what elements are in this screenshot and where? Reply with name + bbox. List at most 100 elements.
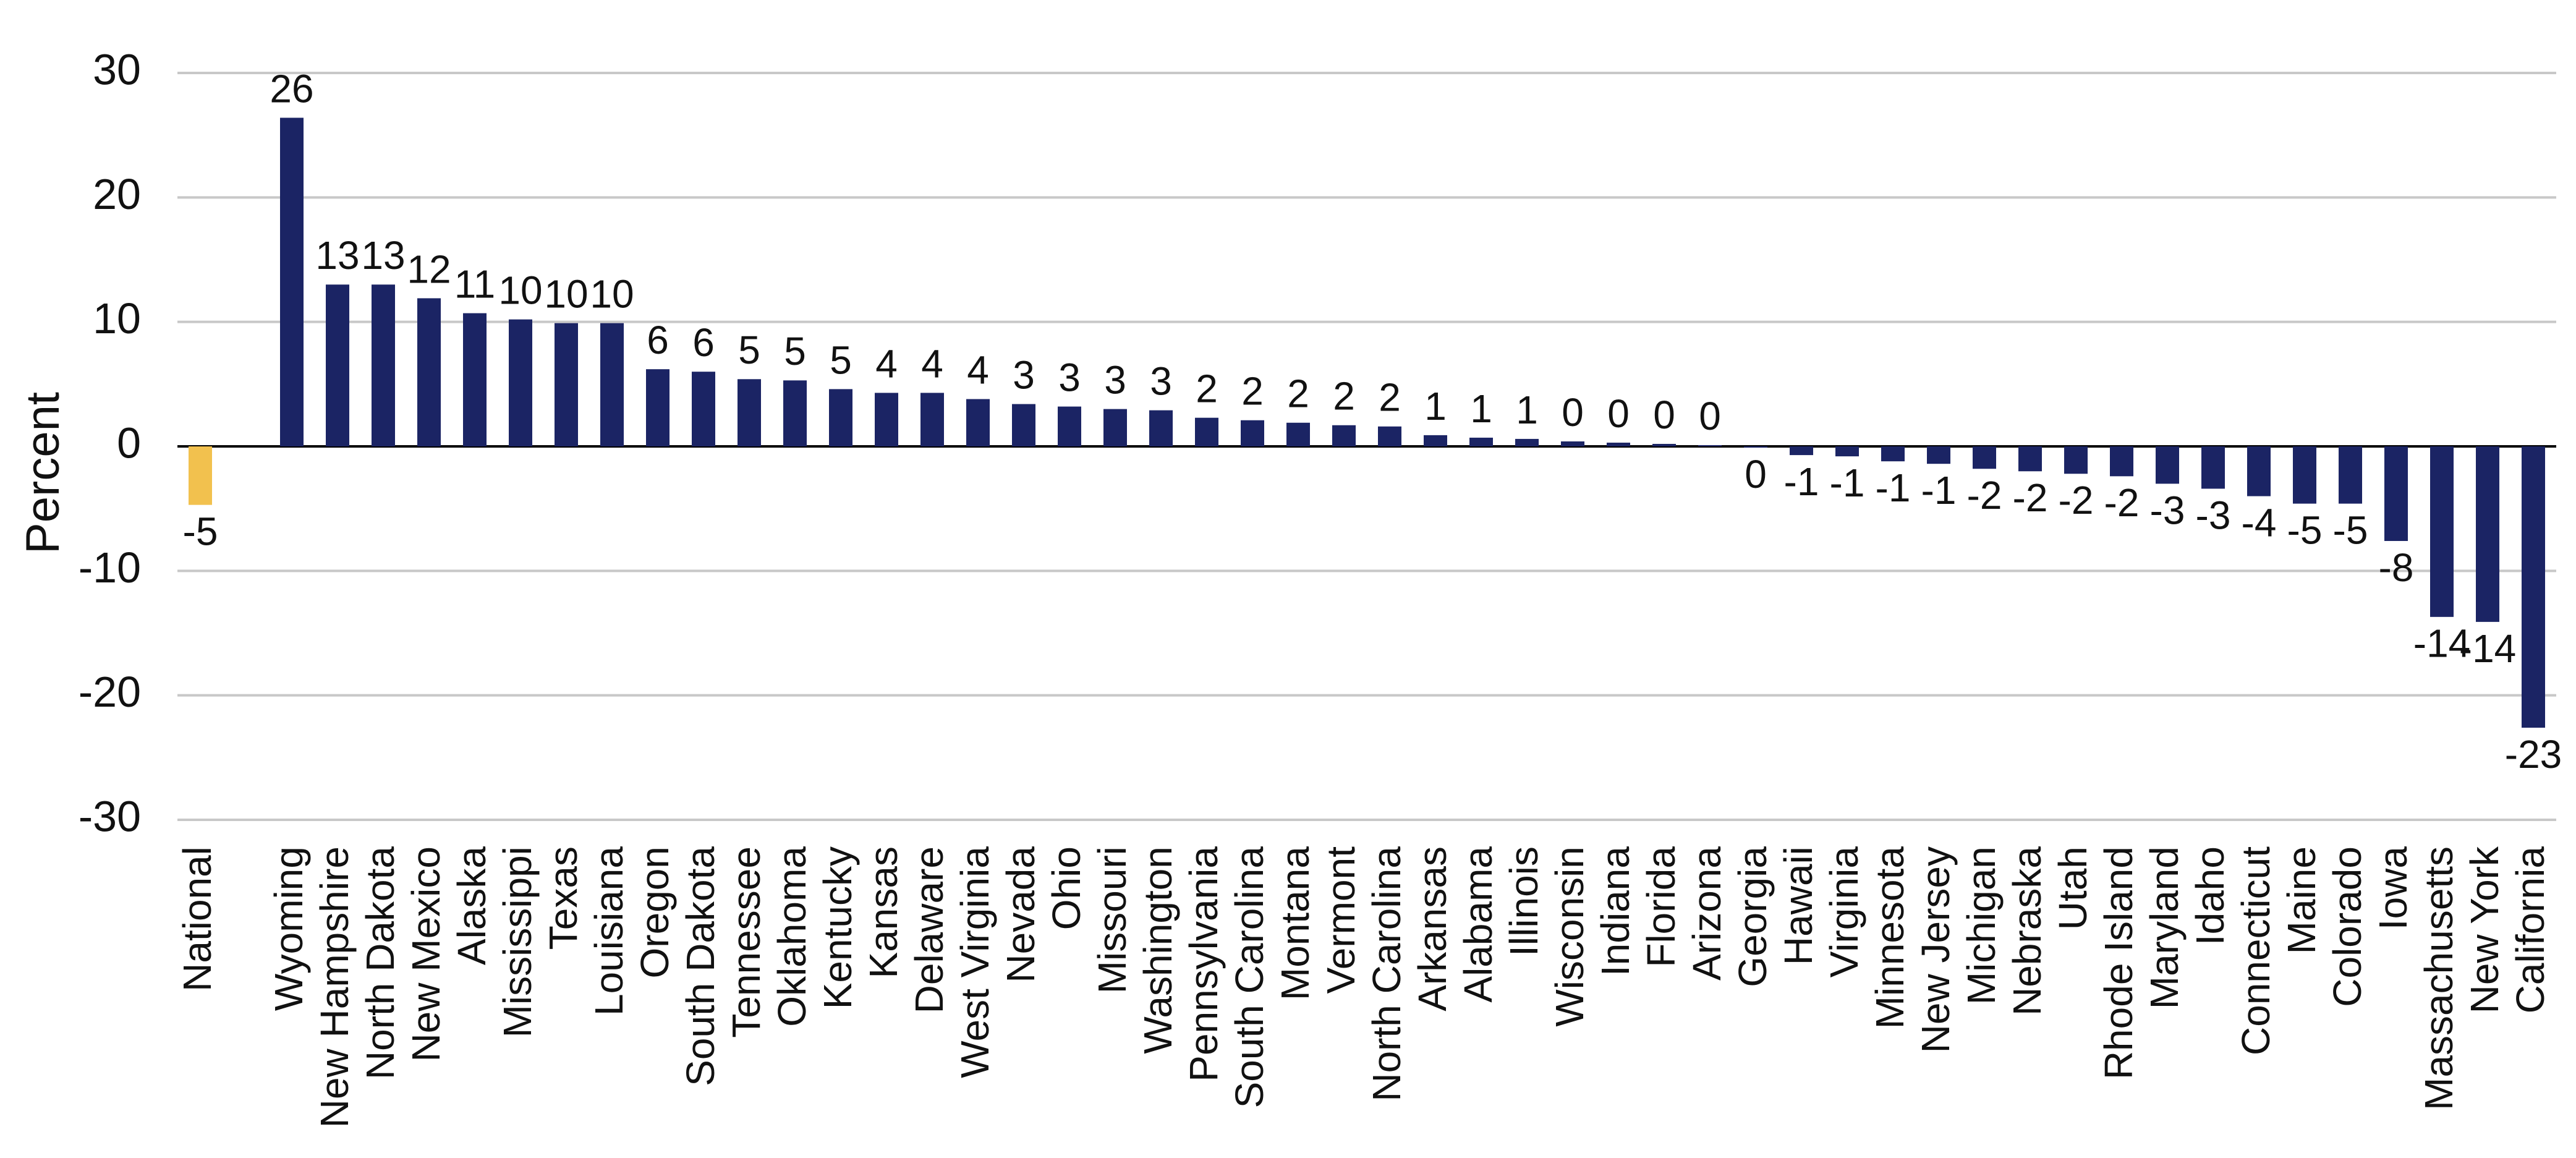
y-tick-label: 0 bbox=[117, 419, 141, 467]
bar bbox=[1515, 438, 1539, 446]
bar bbox=[1286, 422, 1310, 446]
y-tick-label: -10 bbox=[79, 543, 141, 592]
bar bbox=[966, 399, 990, 446]
bar bbox=[1469, 437, 1493, 446]
x-tick-label: Wyoming bbox=[266, 846, 311, 1011]
x-tick-label: Oklahoma bbox=[770, 846, 814, 1027]
x-tick-label: National bbox=[175, 846, 219, 992]
value-label: 0 bbox=[1653, 393, 1675, 437]
x-tick-label: Minnesota bbox=[1868, 846, 1912, 1029]
value-label: 3 bbox=[1104, 358, 1126, 402]
bar bbox=[1058, 406, 1081, 446]
value-label: 5 bbox=[784, 329, 806, 373]
y-tick-label: 20 bbox=[93, 170, 141, 218]
bar bbox=[1241, 420, 1264, 446]
x-tick-label: Ohio bbox=[1044, 846, 1089, 930]
bar bbox=[2339, 446, 2362, 504]
value-label: -14 bbox=[2413, 621, 2471, 666]
bar bbox=[2384, 446, 2408, 542]
bar bbox=[509, 319, 532, 446]
bar bbox=[1012, 404, 1035, 446]
bar bbox=[555, 323, 578, 446]
value-label: 2 bbox=[1241, 369, 1264, 414]
bar bbox=[417, 298, 441, 446]
bar bbox=[2522, 446, 2545, 728]
bar bbox=[2247, 446, 2271, 496]
x-tick-label: Alaska bbox=[449, 846, 494, 966]
value-label: 13 bbox=[361, 233, 405, 278]
x-tick-label: Arkansas bbox=[1410, 846, 1455, 1011]
bar bbox=[600, 323, 624, 446]
value-label: -2 bbox=[2059, 478, 2094, 522]
bar bbox=[2110, 446, 2133, 477]
value-label: 10 bbox=[544, 272, 588, 317]
value-label: 0 bbox=[1607, 391, 1630, 436]
x-tick-label: South Dakota bbox=[678, 846, 723, 1086]
x-tick-label: Vermont bbox=[1319, 846, 1363, 994]
bar bbox=[1332, 425, 1356, 446]
x-tick-label: Delaware bbox=[907, 846, 951, 1013]
bar bbox=[1378, 426, 1401, 446]
value-label: -1 bbox=[1830, 461, 1865, 505]
bar bbox=[1744, 446, 1767, 448]
value-label: 2 bbox=[1379, 375, 1401, 420]
bar bbox=[1652, 443, 1676, 446]
value-label: 10 bbox=[590, 272, 634, 317]
x-tick-label: Pennsylvania bbox=[1181, 846, 1226, 1082]
x-tick-label: New York bbox=[2462, 846, 2507, 1013]
bar bbox=[2064, 446, 2088, 474]
value-label: -3 bbox=[2150, 488, 2185, 532]
x-tick-label: Connecticut bbox=[2234, 846, 2278, 1055]
bar bbox=[2430, 446, 2454, 617]
bar bbox=[1881, 446, 1905, 462]
value-label: 4 bbox=[875, 341, 898, 386]
bar bbox=[1424, 435, 1447, 446]
x-tick-label: New Mexico bbox=[404, 846, 448, 1062]
value-label: -1 bbox=[1876, 466, 1911, 510]
value-label: 4 bbox=[967, 347, 989, 392]
x-tick-label: Mississippi bbox=[495, 846, 540, 1037]
bar bbox=[646, 369, 670, 446]
x-tick-label: Oregon bbox=[632, 846, 677, 978]
y-axis-label: Percent bbox=[17, 392, 69, 554]
value-label: -8 bbox=[2379, 545, 2414, 590]
y-tick-label: 10 bbox=[93, 294, 141, 343]
x-tick-label: New Jersey bbox=[1913, 846, 1958, 1053]
x-tick-label: South Carolina bbox=[1227, 846, 1272, 1109]
value-label: 3 bbox=[1058, 355, 1081, 399]
x-tick-label: Kansas bbox=[861, 846, 906, 978]
x-tick-label: Alabama bbox=[1456, 846, 1500, 1003]
x-tick-label: Montana bbox=[1273, 846, 1317, 1000]
bar bbox=[1835, 446, 1859, 457]
x-tick-label: Nebraska bbox=[2005, 846, 2049, 1016]
bar bbox=[875, 393, 898, 446]
x-tick-label: Maine bbox=[2279, 846, 2324, 954]
value-label: 2 bbox=[1196, 367, 1218, 411]
value-label: 10 bbox=[498, 268, 542, 313]
bar bbox=[920, 393, 944, 446]
value-label: -1 bbox=[1921, 468, 1957, 513]
x-tick-label: Virginia bbox=[1822, 846, 1866, 978]
x-tick-label: North Dakota bbox=[358, 846, 402, 1079]
bar bbox=[2476, 446, 2499, 622]
value-label: -4 bbox=[2242, 500, 2277, 545]
x-tick-label: Arizona bbox=[1685, 846, 1729, 981]
x-tick-label: Missouri bbox=[1090, 846, 1134, 994]
value-label: 1 bbox=[1516, 388, 1538, 432]
x-tick-label: California bbox=[2508, 846, 2553, 1014]
x-tick-label: Wisconsin bbox=[1547, 846, 1592, 1027]
value-label: -3 bbox=[2196, 493, 2231, 537]
x-tick-label: Louisiana bbox=[587, 846, 631, 1016]
x-tick-label: Utah bbox=[2051, 846, 2095, 930]
bar bbox=[1790, 446, 1813, 456]
value-label: 3 bbox=[1013, 352, 1035, 397]
x-tick-label: New Hampshire bbox=[312, 846, 357, 1128]
bar bbox=[783, 380, 807, 446]
bar bbox=[463, 313, 487, 446]
value-label: 12 bbox=[407, 247, 451, 291]
x-tick-label: Texas bbox=[541, 846, 585, 950]
value-label: -5 bbox=[183, 509, 218, 554]
bar bbox=[829, 389, 852, 446]
bar bbox=[1103, 409, 1127, 446]
